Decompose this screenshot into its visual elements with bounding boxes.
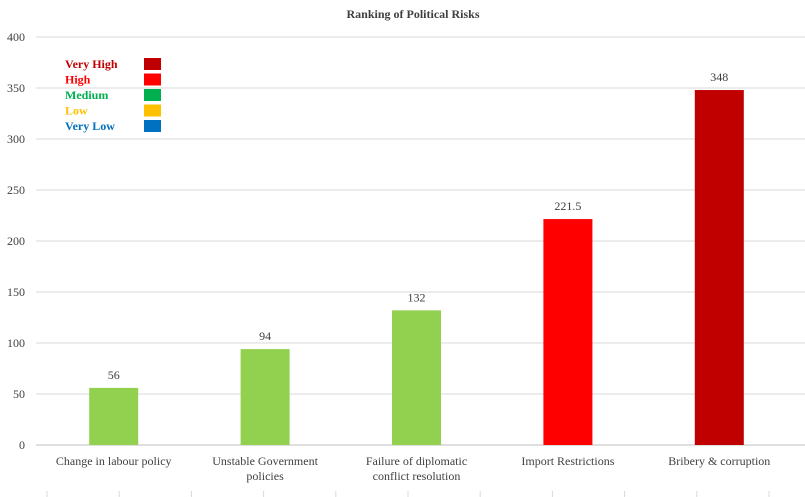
legend-swatch — [144, 73, 161, 86]
category-label: Bribery & corruption — [668, 454, 770, 468]
legend-swatch — [144, 120, 161, 132]
y-tick-label: 100 — [7, 336, 25, 350]
data-label: 348 — [710, 70, 728, 84]
legend-label: Medium — [65, 88, 108, 102]
legend-label: Very Low — [65, 119, 115, 133]
bar — [694, 90, 744, 445]
bar — [89, 387, 139, 445]
category-label: Failure of diplomatic — [366, 454, 467, 468]
data-label: 221.5 — [554, 199, 581, 213]
y-tick-label: 350 — [7, 81, 25, 95]
category-label: Import Restrictions — [521, 454, 614, 468]
y-tick-label: 300 — [7, 132, 25, 146]
bottom-tick-marks — [46, 491, 770, 497]
legend-swatch — [144, 89, 161, 101]
data-label: 94 — [259, 329, 271, 343]
legend-swatch — [144, 104, 161, 117]
y-tick-label: 50 — [13, 387, 25, 401]
category-label: Change in labour policy — [56, 454, 172, 468]
y-tick-label: 400 — [7, 30, 25, 44]
x-axis-categories: Change in labour policy Unstable Governme… — [56, 454, 770, 483]
y-axis-ticks: 0 50 100 150 200 250 300 350 400 — [7, 30, 25, 452]
data-labels: 56 94 132 221.5 348 — [108, 70, 729, 382]
bar — [240, 349, 290, 445]
y-tick-label: 0 — [19, 438, 25, 452]
data-label: 56 — [108, 368, 120, 382]
chart-title: Ranking of Political Risks — [346, 7, 479, 21]
legend-swatch — [144, 58, 161, 70]
legend-label: High — [65, 73, 91, 87]
y-tick-label: 200 — [7, 234, 25, 248]
category-label: conflict resolution — [373, 469, 461, 483]
gridlines — [36, 36, 805, 446]
y-tick-label: 250 — [7, 183, 25, 197]
category-label: Unstable Government — [212, 454, 318, 468]
legend-label: Very High — [65, 57, 118, 71]
legend-label: Low — [65, 104, 88, 118]
category-label: policies — [246, 469, 284, 483]
data-label: 132 — [408, 290, 426, 304]
y-tick-label: 150 — [7, 285, 25, 299]
bar — [543, 219, 593, 445]
bars — [89, 90, 744, 445]
bar — [392, 310, 441, 445]
